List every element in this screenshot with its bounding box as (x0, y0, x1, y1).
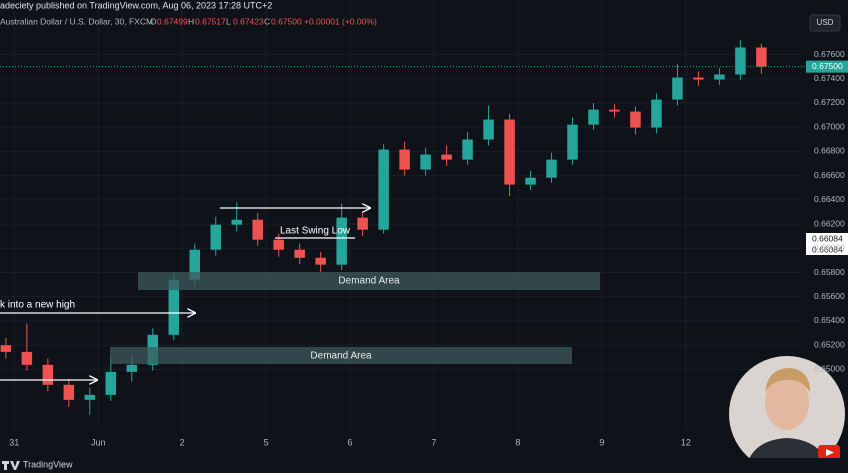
candle-body (42, 364, 54, 385)
candle-body (315, 257, 326, 265)
candle-body (483, 119, 494, 140)
candle-body (567, 124, 578, 160)
candle-body (441, 154, 452, 160)
candle-body (231, 219, 242, 225)
y-tick-label: 0.65400 (814, 315, 845, 325)
ohlc-value: 0.67500 (271, 16, 302, 26)
candle-body (504, 119, 515, 185)
zone-label: Demand Area (338, 276, 400, 287)
x-tick-label: 31 (9, 437, 19, 447)
candle-body (756, 47, 767, 67)
last-price: 0.67500 (812, 61, 843, 71)
y-tick-label: 0.65600 (814, 291, 845, 301)
break-label: k into a new high (0, 300, 75, 311)
candle-body (420, 154, 431, 170)
legend: Australian Dollar / U.S. Dollar, 30, FXC… (0, 16, 377, 26)
footer-brand: TradingView (23, 459, 73, 469)
candle-body (189, 249, 200, 280)
candle-body (252, 219, 263, 240)
ohlc-value: 0.67499 (157, 16, 188, 26)
x-tick-label: 8 (515, 437, 520, 447)
y-tick-label: 0.66400 (814, 194, 845, 204)
publisher: adeciety published on TradingView.com, A… (0, 0, 272, 10)
change: +0.00001 (+0.00%) (304, 16, 377, 26)
logo (2, 461, 20, 470)
marker-box (806, 233, 848, 255)
candle-body (609, 109, 620, 112)
marker-price: 0.66084 (812, 244, 843, 254)
ohlc-value: 0.67517 (195, 16, 226, 26)
zone-label: Demand Area (310, 351, 372, 362)
candle-body (168, 279, 180, 335)
candle-body (546, 159, 557, 178)
swing-label: Last Swing Low (280, 226, 351, 237)
candle-body (672, 77, 683, 100)
symbol: Australian Dollar / U.S. Dollar, 30, FXC… (0, 16, 153, 26)
candle-body (714, 74, 725, 80)
ohlc-value: 0.67423 (233, 16, 264, 26)
y-tick-label: 0.66600 (814, 170, 845, 180)
ohlc-key: L (226, 16, 231, 26)
x-tick-label: 5 (264, 437, 269, 447)
footer-bar (0, 458, 848, 473)
currency[interactable]: USD (817, 18, 834, 27)
candle-body (126, 364, 138, 372)
candle-body (273, 239, 284, 250)
y-tick-label: 0.65000 (814, 364, 845, 374)
y-tick-label: 0.67000 (814, 121, 845, 131)
candle-body (336, 217, 347, 265)
grid (0, 0, 800, 430)
y-tick-label: 0.65800 (814, 267, 845, 277)
x-tick-label: 12 (681, 437, 691, 447)
x-tick-label: Jun (91, 437, 106, 447)
candle-body (84, 394, 96, 400)
x-tick-label: 9 (599, 437, 604, 447)
ohlc-key: C (264, 16, 270, 26)
y-tick-label: 0.66200 (814, 218, 845, 228)
currency-box[interactable] (809, 14, 841, 32)
candle-body (525, 177, 536, 185)
x-tick-label: 7 (431, 437, 436, 447)
candle-body (294, 249, 305, 258)
ohlc-key: H (188, 16, 194, 26)
candle-body (588, 109, 599, 125)
candle-body (378, 149, 389, 230)
y-tick-label: 0.67600 (814, 49, 845, 59)
candle-body (210, 224, 221, 250)
x-tick-label: 6 (348, 437, 353, 447)
candle-body (735, 47, 746, 75)
candle-body (63, 384, 75, 400)
y-tick-label: 0.66000 (814, 243, 845, 253)
candle-body (21, 351, 33, 365)
last-price-box (806, 60, 848, 73)
candle-body (651, 99, 662, 128)
x-tick-label: 2 (180, 437, 185, 447)
y-tick-label: 0.66800 (814, 146, 845, 156)
candle-body (399, 149, 410, 170)
marker-price: 0.66084 (812, 233, 843, 243)
candle-body (630, 111, 641, 128)
candle-body (105, 371, 117, 395)
candle-body (0, 345, 12, 352)
y-tick-label: 0.67200 (814, 97, 845, 107)
candle-body (462, 139, 473, 160)
ohlc-key: O (150, 16, 157, 26)
candle-body (693, 77, 704, 80)
candle-body (357, 217, 368, 230)
y-tick-label: 0.67400 (814, 73, 845, 83)
y-tick-label: 0.65200 (814, 339, 845, 349)
demand-zone (110, 347, 572, 364)
demand-zone (138, 272, 600, 290)
